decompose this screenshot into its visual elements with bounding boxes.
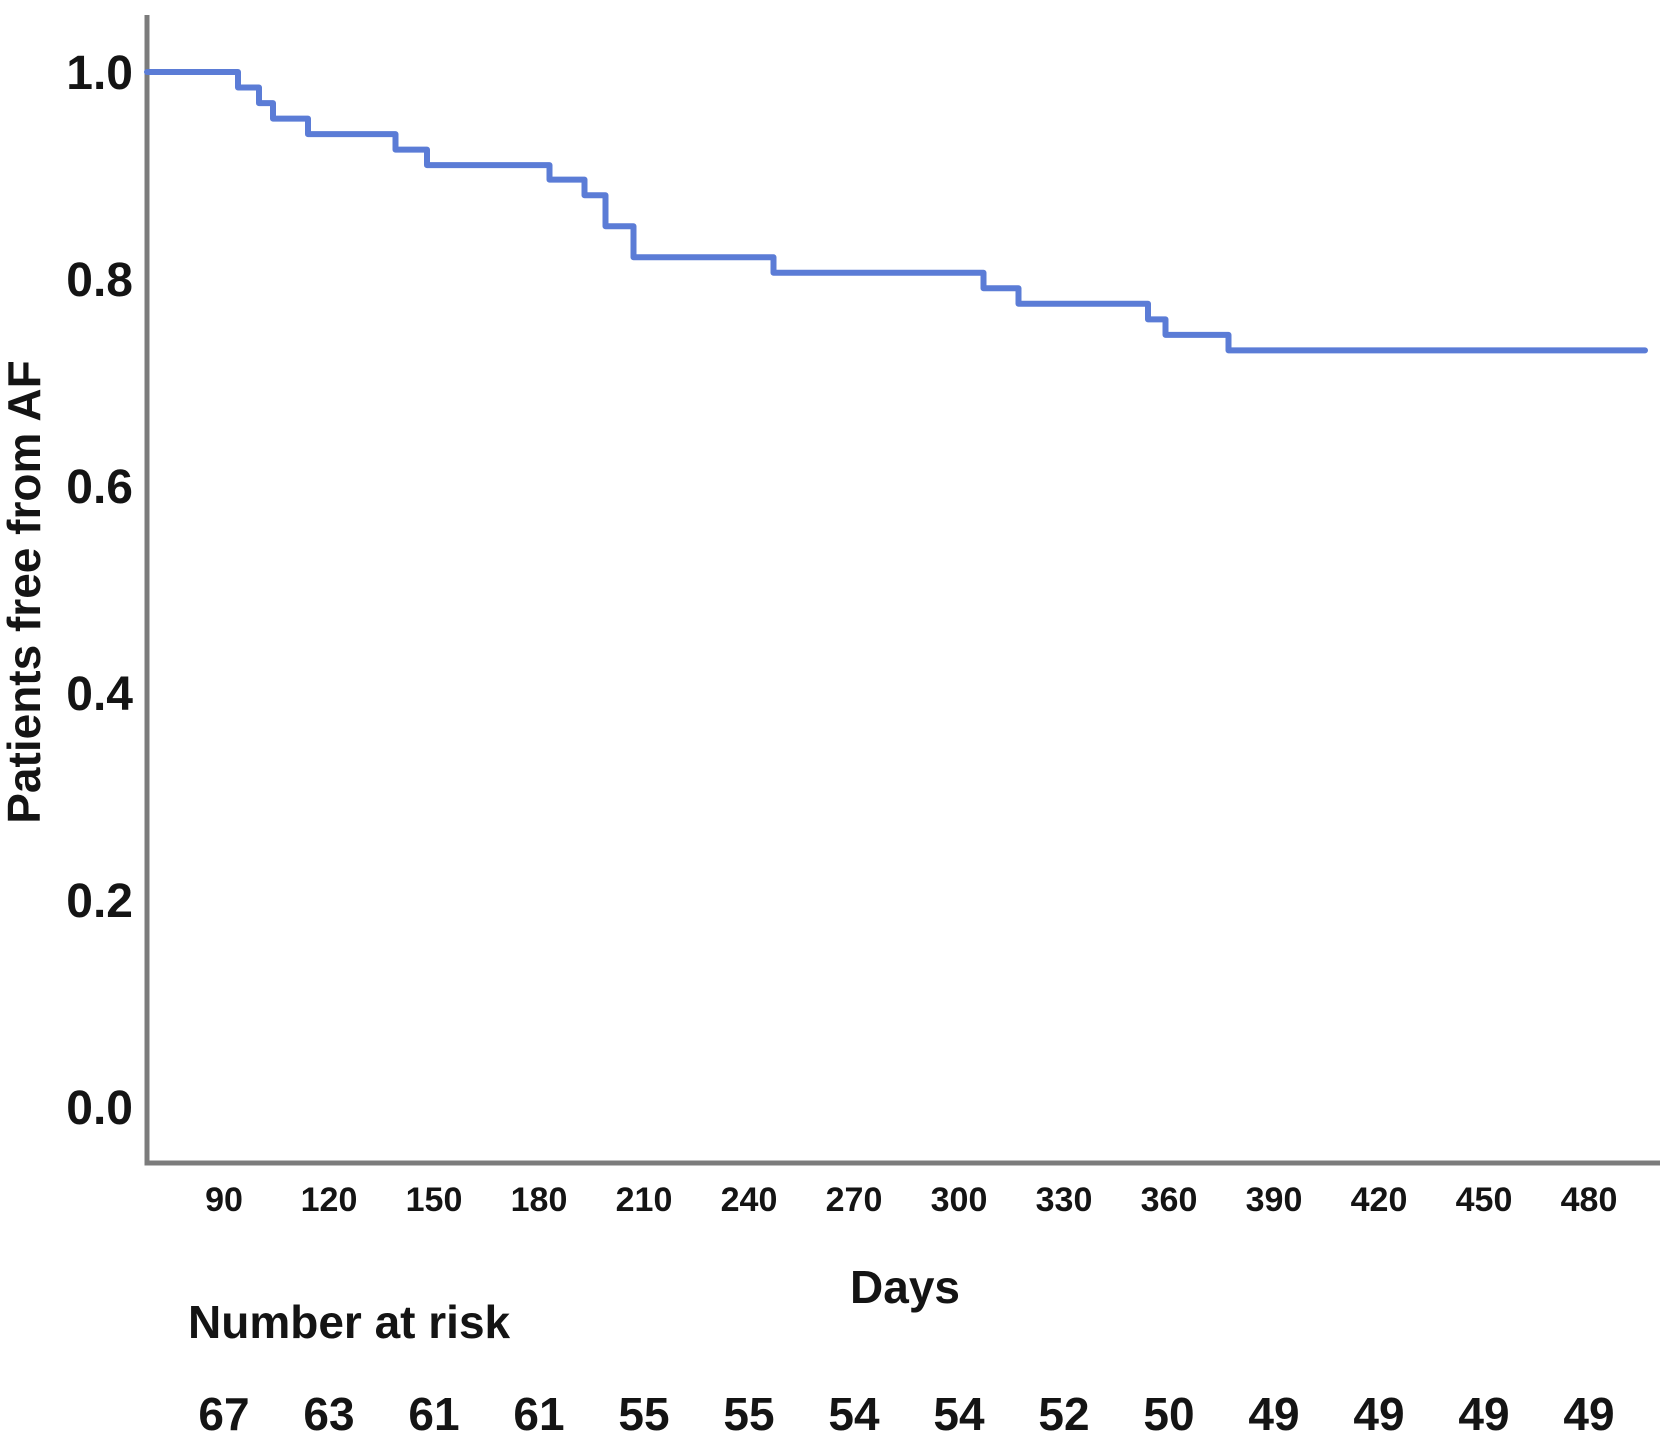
risk-count: 55	[618, 1388, 669, 1436]
risk-count: 54	[933, 1388, 985, 1436]
x-tick-label: 240	[721, 1181, 778, 1219]
x-tick-label: 360	[1141, 1181, 1198, 1219]
x-tick-label: 180	[511, 1181, 568, 1219]
risk-count: 49	[1248, 1388, 1299, 1436]
y-tick-label: 0.8	[66, 254, 133, 307]
y-tick-label: 0.2	[66, 875, 133, 928]
x-tick-label: 420	[1351, 1181, 1408, 1219]
risk-count: 61	[408, 1388, 459, 1436]
risk-count: 49	[1458, 1388, 1509, 1436]
x-tick-label: 480	[1561, 1181, 1618, 1219]
x-tick-label: 270	[826, 1181, 883, 1219]
risk-count: 61	[513, 1388, 564, 1436]
risk-count: 49	[1563, 1388, 1614, 1436]
y-tick-label: 0.6	[66, 461, 133, 514]
y-tick-labels: 1.0 0.8 0.6 0.4 0.2 0.0	[66, 47, 133, 1135]
x-tick-label: 210	[616, 1181, 673, 1219]
x-tick-label: 150	[406, 1181, 463, 1219]
km-curve	[144, 69, 1648, 354]
risk-count: 52	[1038, 1388, 1089, 1436]
x-tick-label: 90	[205, 1181, 243, 1219]
risk-table-values: 67 63 61 61 55 55 54 54 52 50 49 49 49 49	[198, 1388, 1614, 1436]
risk-count: 49	[1353, 1388, 1404, 1436]
x-tick-label: 120	[301, 1181, 358, 1219]
risk-count: 67	[198, 1388, 249, 1436]
risk-count: 63	[303, 1388, 354, 1436]
y-tick-label: 0.4	[66, 668, 133, 721]
x-tick-label: 450	[1456, 1181, 1513, 1219]
x-tick-label: 300	[931, 1181, 988, 1219]
y-axis-title: Patients free from AF	[0, 360, 50, 824]
risk-count: 55	[723, 1388, 774, 1436]
risk-table-label: Number at risk	[188, 1296, 511, 1348]
risk-count: 50	[1143, 1388, 1194, 1436]
y-tick-label: 1.0	[66, 47, 133, 100]
x-tick-label: 390	[1246, 1181, 1303, 1219]
x-axis-title: Days	[850, 1261, 960, 1313]
risk-count: 54	[828, 1388, 880, 1436]
x-tick-label: 330	[1036, 1181, 1093, 1219]
x-tick-labels: 90 120 150 180 210 240 270 300 330 360 390 420 450 48…	[205, 1181, 1617, 1219]
y-tick-label: 0.0	[66, 1082, 133, 1135]
